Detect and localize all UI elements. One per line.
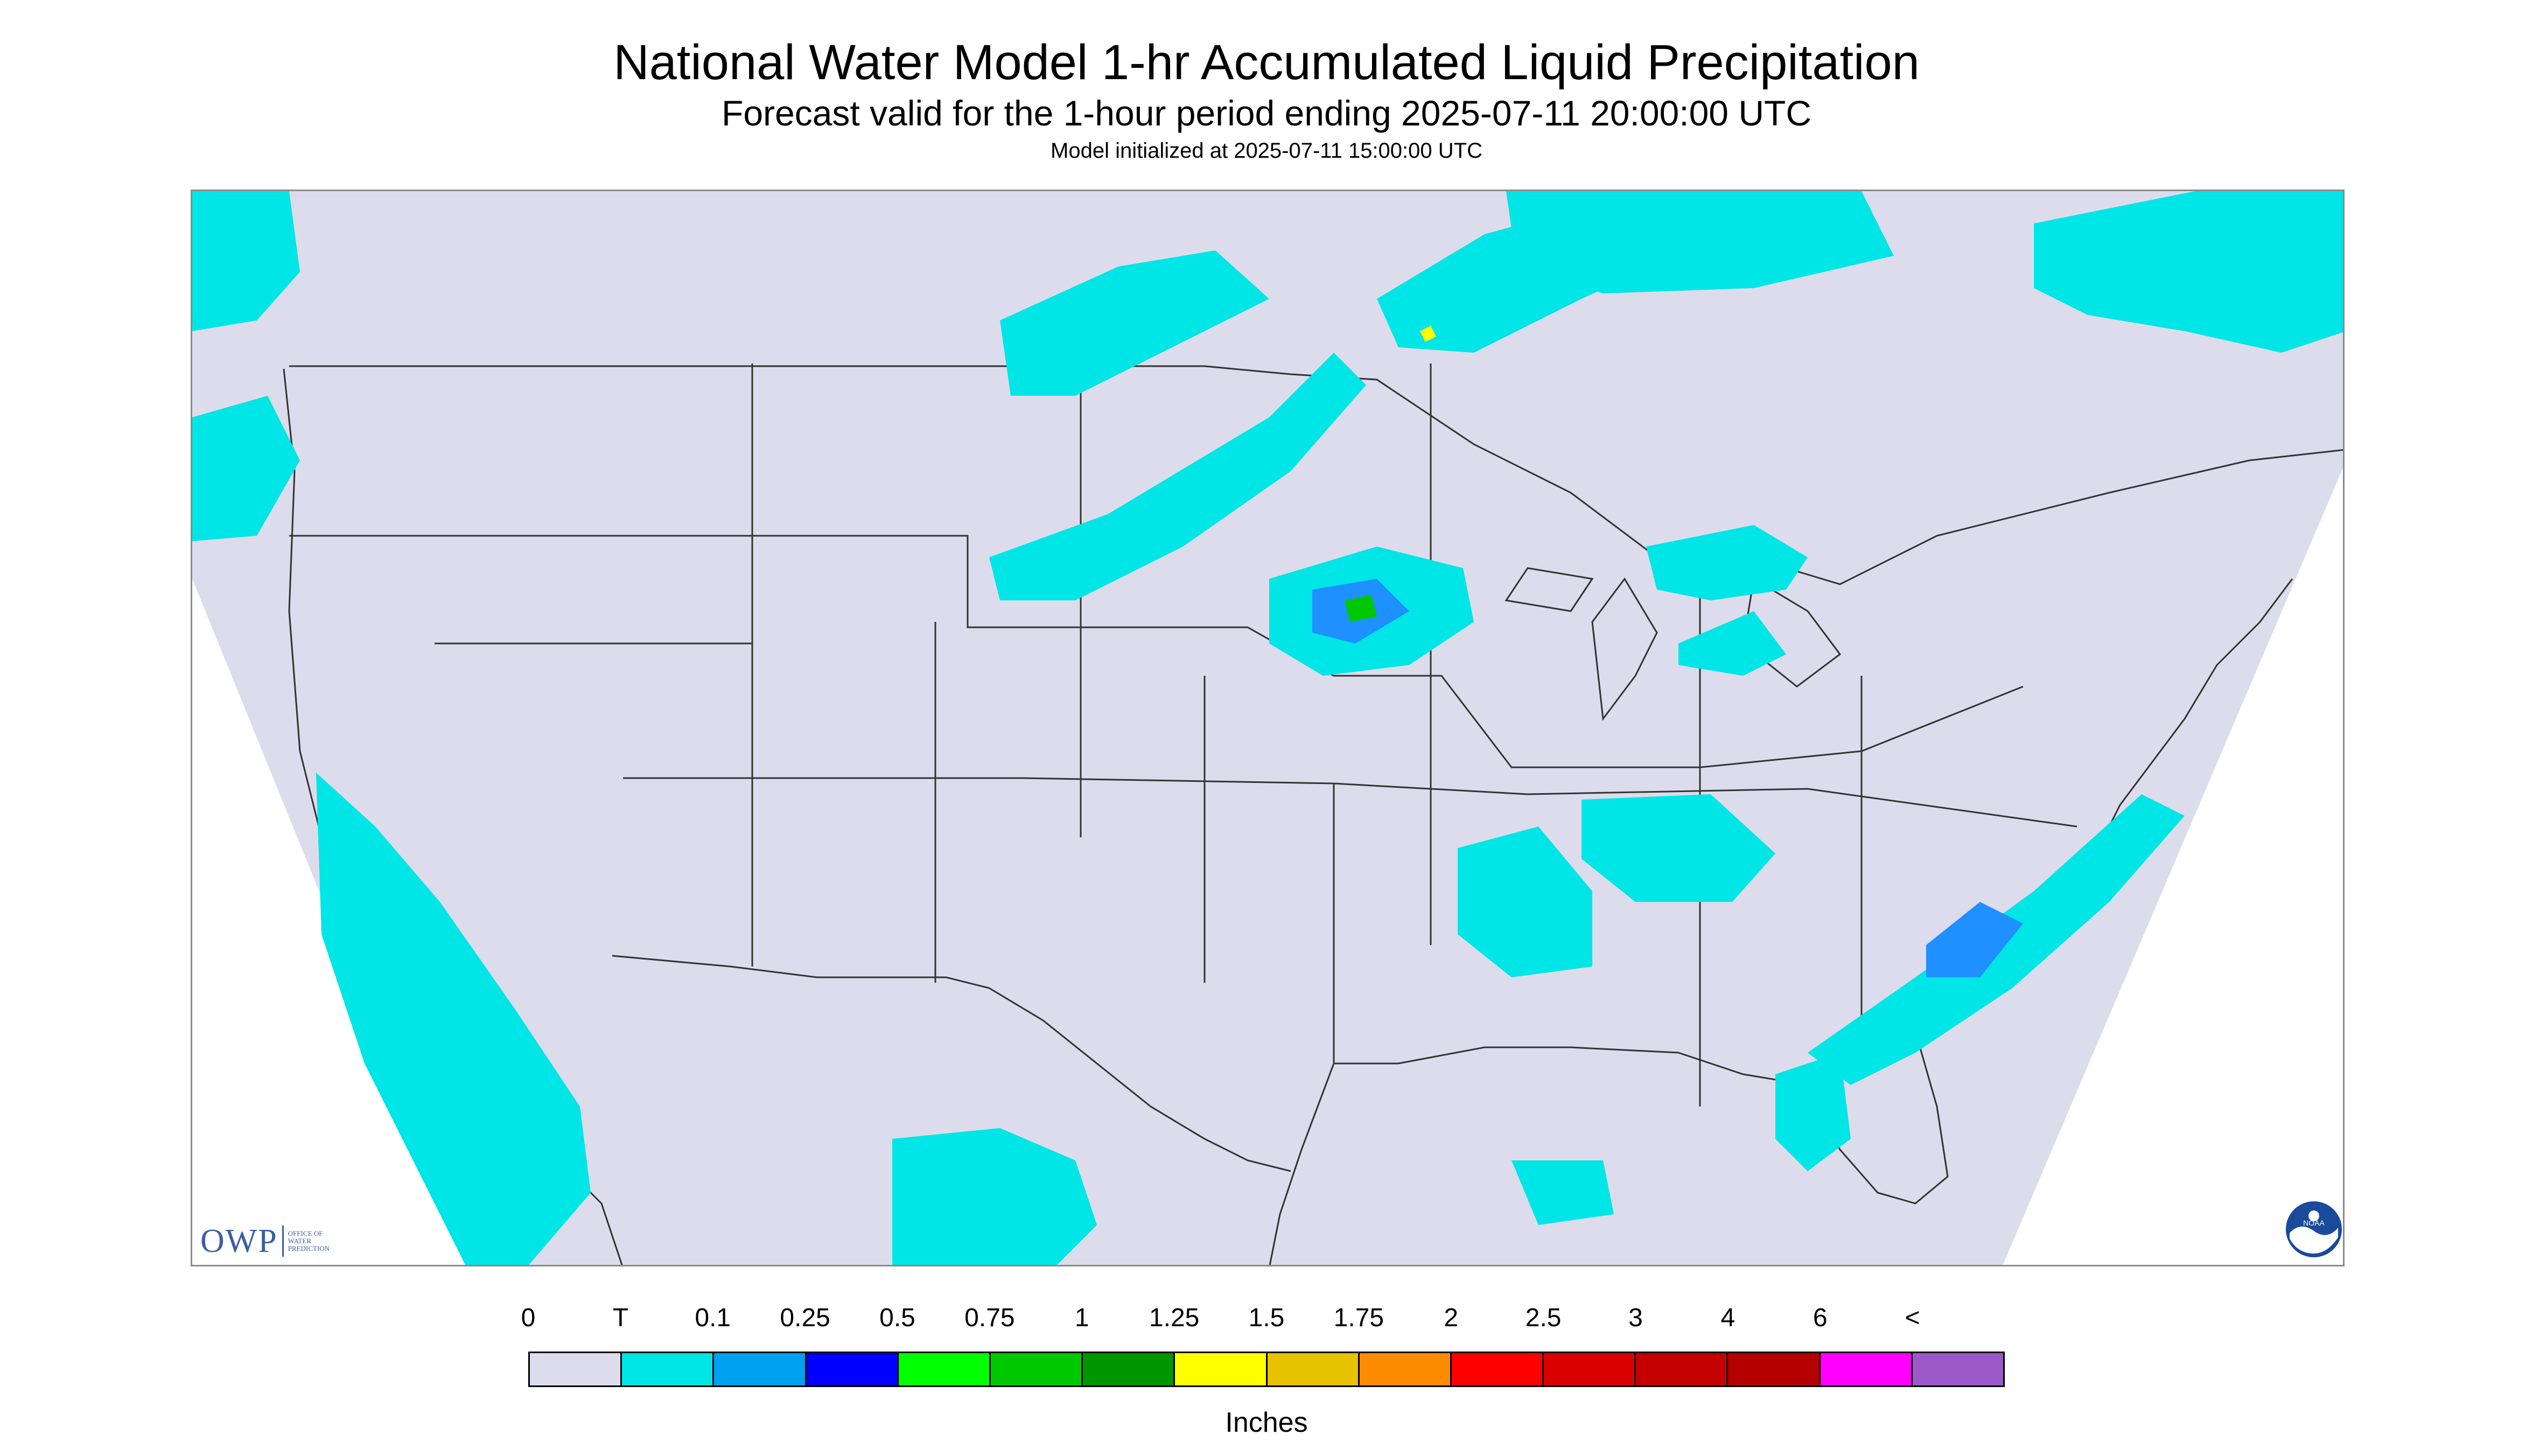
outside-domain-right	[2003, 468, 2343, 1265]
legend-swatch	[1544, 1353, 1636, 1385]
precip-northern-plains	[1000, 250, 1269, 396]
precip-florida	[1775, 1053, 1851, 1171]
legend-tick-label: <	[1905, 1304, 1920, 1332]
legend-units: Inches	[1225, 1407, 1308, 1438]
owp-logo: OWP Office of Water Prediction	[200, 1222, 330, 1260]
legend-tick-label: 0	[521, 1304, 536, 1332]
legend-swatch	[990, 1353, 1083, 1385]
owp-logo-line: Office of	[288, 1229, 323, 1237]
legend-swatch	[530, 1353, 622, 1385]
state-line-2	[623, 777, 2077, 828]
legend-tick-label: 1.25	[1149, 1304, 1200, 1332]
mexico-coast	[1269, 1063, 1335, 1265]
legend-tick-label: 3	[1628, 1304, 1643, 1332]
precip-california-offshore	[316, 773, 591, 1265]
legend-tick-label: 1.5	[1248, 1304, 1285, 1332]
state-line-4	[435, 622, 1335, 1063]
legend-tick-label: 4	[1720, 1304, 1736, 1332]
legend-swatches	[528, 1352, 2005, 1387]
state-line-1	[289, 535, 2024, 768]
legend-swatch	[1636, 1353, 1729, 1385]
precip-canada-north	[1506, 191, 1894, 293]
precip-michigan	[1646, 525, 1808, 600]
legend-swatch	[1359, 1353, 1452, 1385]
precip-iowa-heavy	[1345, 595, 1377, 622]
legend-tick-label: 0.1	[695, 1304, 731, 1332]
legend-tick-label: 2.5	[1525, 1304, 1562, 1332]
precip-dakotas-band	[989, 353, 1366, 600]
model-init-line: Model initialized at 2025-07-11 15:00:00…	[1051, 139, 1482, 163]
legend: 0 T 0.1 0.25 0.5 0.75 1 1.25 1.5 1.75 2 2.5 3 4 6 <	[521, 1303, 2005, 1387]
legend-swatch	[1083, 1353, 1175, 1385]
map-title: National Water Model 1-hr Accumulated Li…	[613, 35, 1920, 90]
legend-swatch	[1912, 1353, 2003, 1385]
precip-quebec	[2034, 191, 2343, 353]
legend-swatch	[1267, 1353, 1360, 1385]
gulf-coast	[1334, 578, 2293, 1205]
boundaries	[283, 363, 2343, 1265]
legend-tick-label: 0.5	[879, 1304, 915, 1332]
legend-swatch	[714, 1353, 807, 1385]
legend-swatch	[1728, 1353, 1821, 1385]
state-line-3	[751, 363, 1863, 1107]
noaa-logo: NOAA	[2286, 1201, 2342, 1257]
legend-swatch	[898, 1353, 991, 1385]
precipitation-map	[191, 190, 2345, 1266]
owp-logo-mark: OWP	[200, 1222, 278, 1259]
legend-tick-label: 6	[1813, 1304, 1828, 1332]
precip-mississippi-alabama	[1458, 827, 1592, 977]
legend-tick-label: 0.25	[780, 1304, 830, 1332]
owp-logo-line: Prediction	[288, 1244, 330, 1252]
precip-minnesota-heavy	[1420, 326, 1436, 342]
legend-tick-label: 1.75	[1333, 1304, 1384, 1332]
legend-swatch	[806, 1353, 899, 1385]
owp-logo-name: Office of Water Prediction	[288, 1230, 330, 1252]
map-subtitle: Forecast valid for the 1-hour period end…	[722, 93, 1811, 133]
precip-areas	[192, 191, 2343, 1265]
map-canvas	[192, 191, 2343, 1265]
legend-swatch	[1451, 1353, 1544, 1385]
legend-swatch	[622, 1353, 715, 1385]
legend-tick-label: 2	[1444, 1304, 1459, 1332]
legend-swatch	[1175, 1353, 1268, 1385]
legend-tick-label: 1	[1074, 1304, 1089, 1332]
us-mexico-border	[612, 955, 1291, 1172]
precip-mexico-south	[892, 1128, 1097, 1265]
precip-atlantic-core	[1926, 902, 2023, 977]
precip-pacific-nw	[192, 191, 300, 331]
precip-gulf-offshore	[1512, 1160, 1614, 1225]
precip-georgia-carolinas	[1582, 794, 1775, 902]
legend-swatch	[1820, 1353, 1913, 1385]
noaa-logo-mark: NOAA	[2303, 1219, 2325, 1227]
precip-pacific-west	[192, 396, 300, 541]
owp-logo-line: Water	[288, 1237, 312, 1245]
owp-logo-divider	[282, 1226, 284, 1257]
precip-ohio	[1678, 611, 1786, 676]
legend-tick-label: T	[612, 1304, 629, 1332]
legend-tick-label: 0.75	[964, 1304, 1015, 1332]
